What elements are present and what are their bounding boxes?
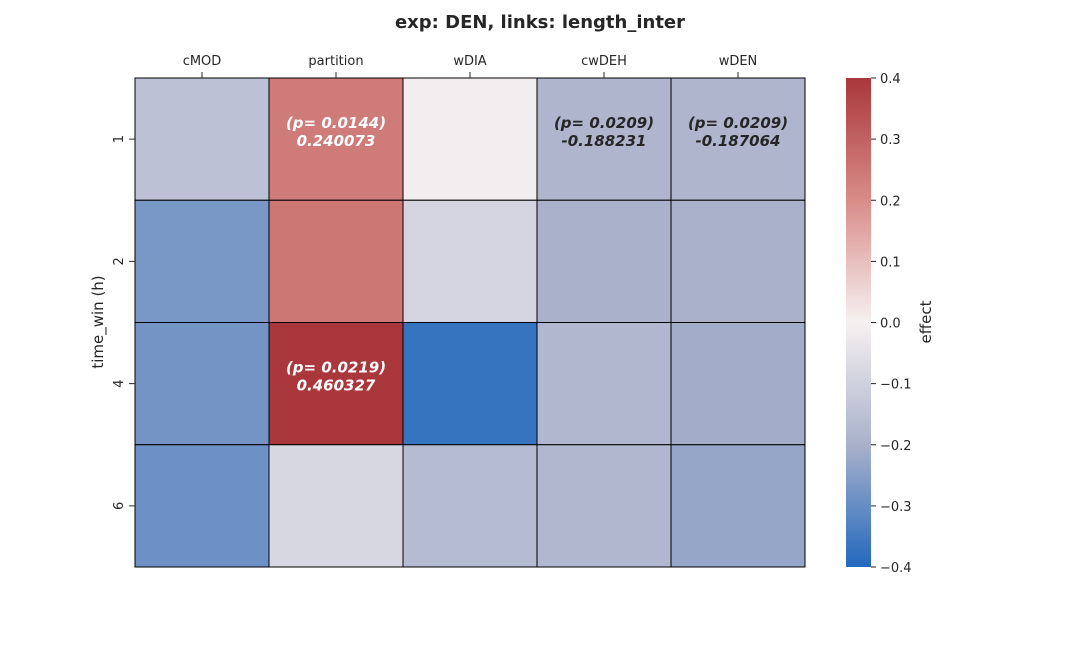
colorbar-tick-label: 0.4 xyxy=(880,72,901,87)
heatmap-cell-r3-c3 xyxy=(536,444,672,568)
heatmap-cell-r0-c3 xyxy=(536,77,672,201)
y-axis-label: time_win (h) xyxy=(89,275,108,368)
y-tick-label: 4 xyxy=(112,379,127,387)
y-tick-label: 1 xyxy=(112,135,127,143)
colorbar xyxy=(846,78,871,567)
heatmap-cell-r3-c4 xyxy=(670,444,806,568)
heatmap-cell-r1-c1 xyxy=(268,199,404,323)
cell-annotations: (p= 0.0144) 0.240073 (p= 0.0209) -0.18823… xyxy=(286,114,788,395)
colorbar-tick-label: −0.3 xyxy=(880,500,912,515)
heatmap-cell-r0-c2 xyxy=(402,77,538,201)
heatmap-cell-r0-c1 xyxy=(268,77,404,201)
colorbar-ticks: 0.4 0.3 0.2 0.1 0.0 −0.1 −0.2 −0.3 −0.4 xyxy=(871,72,912,576)
heatmap-cell-r2-c3 xyxy=(536,322,672,446)
heatmap-cell-r3-c2 xyxy=(402,444,538,568)
x-tick-label: partition xyxy=(308,54,363,69)
cell-annotation-value: 0.460327 xyxy=(297,377,376,395)
cell-annotation-value: -0.188231 xyxy=(562,132,647,150)
colorbar-tick-label: −0.1 xyxy=(880,378,912,393)
heatmap-cell-r3-c1 xyxy=(268,444,404,568)
heatmap-cell-r2-c4 xyxy=(670,322,806,446)
cell-annotation-pvalue: (p= 0.0209) xyxy=(554,114,654,132)
colorbar-tick-label: −0.4 xyxy=(880,561,912,576)
heatmap-cell-r1-c2 xyxy=(402,199,538,323)
x-axis-ticks: cMOD partition wDIA cwDEH wDEN xyxy=(183,54,758,78)
x-tick-label: wDEN xyxy=(719,54,758,69)
chart-title: exp: DEN, links: length_inter xyxy=(395,12,685,33)
heatmap-cell-r3-c0 xyxy=(134,444,270,568)
heatmap-cell-r2-c2 xyxy=(402,322,538,446)
colorbar-tick-label: 0.1 xyxy=(880,255,901,270)
y-tick-label: 6 xyxy=(112,502,127,510)
cell-annotation-pvalue: (p= 0.0209) xyxy=(688,114,788,132)
x-tick-label: cMOD xyxy=(183,54,222,69)
heatmap-cell-r1-c4 xyxy=(670,199,806,323)
colorbar-tick-label: 0.2 xyxy=(880,194,901,209)
cell-annotation-value: 0.240073 xyxy=(297,132,376,150)
heatmap-cell-r2-c0 xyxy=(134,322,270,446)
y-tick-label: 2 xyxy=(112,257,127,265)
colorbar-tick-label: 0.0 xyxy=(880,317,901,332)
colorbar-tick-label: 0.3 xyxy=(880,133,901,148)
heatmap-cells xyxy=(134,77,806,568)
heatmap-cell-r2-c1 xyxy=(268,322,404,446)
heatmap-cell-r1-c0 xyxy=(134,199,270,323)
heatmap-cell-r1-c3 xyxy=(536,199,672,323)
x-tick-label: cwDEH xyxy=(581,54,627,69)
colorbar-label: effect xyxy=(917,300,935,343)
cell-annotation-pvalue: (p= 0.0219) xyxy=(286,359,386,377)
y-axis-ticks: 1 2 4 6 xyxy=(112,135,135,510)
colorbar-tick-label: −0.2 xyxy=(880,439,912,454)
cell-annotation-value: -0.187064 xyxy=(696,132,781,150)
heatmap-cell-r0-c0 xyxy=(134,77,270,201)
cell-annotation-pvalue: (p= 0.0144) xyxy=(286,114,386,132)
x-tick-label: wDIA xyxy=(453,54,486,69)
